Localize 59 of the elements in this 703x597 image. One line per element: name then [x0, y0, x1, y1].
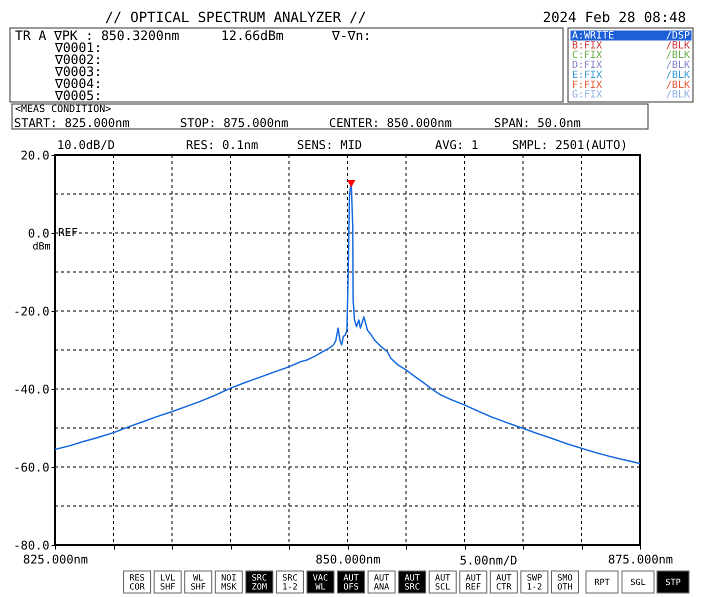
text: RPT [594, 578, 610, 588]
text: AUT ANA [374, 574, 390, 592]
text: RES: 0.1nm [186, 138, 258, 152]
text: SRC ZOM [252, 574, 268, 592]
text: ∇-∇n: [331, 29, 372, 44]
text: <MEAS CONDITION> [15, 104, 112, 115]
text: SPAN: 50.0nm [494, 116, 581, 130]
text: /BLK [666, 50, 690, 62]
y-tick-label: -40.0 [13, 382, 50, 396]
annotation: REF [58, 226, 78, 239]
x-axis-title: 5.00nm/D [460, 554, 518, 568]
text: AVG: 1 [435, 138, 478, 152]
text: /BLK [666, 80, 690, 91]
text: /BLK [666, 70, 690, 81]
text: G:FIX [572, 90, 602, 101]
text: START: 825.000nm [14, 116, 130, 130]
text: AUT CTR [496, 574, 512, 592]
text: /BLK [666, 60, 690, 72]
text: A:WRITE [572, 30, 614, 42]
text: 2024 Feb 28 08:48 [542, 10, 686, 26]
x-tick-label: 850.000nm [315, 552, 381, 566]
chart-title: // OPTICAL SPECTRUM ANALYZER // [105, 10, 366, 26]
text: /BLK [666, 90, 690, 101]
x-tick-label: 825.000nm [22, 552, 88, 566]
text: SENS: MID [297, 138, 362, 152]
x-tick-label: 875.000nm [608, 552, 674, 566]
text: ∇0005: [54, 89, 102, 104]
text: SRC 1-2 [282, 574, 298, 592]
text: B:FIX [572, 40, 602, 52]
y-tick-label: -60.0 [13, 460, 50, 474]
y-tick-label: -20.0 [13, 304, 50, 318]
y-tick-label: -80.0 [13, 538, 50, 552]
text: LVL SHF [160, 574, 176, 592]
y-tick-label: 20.0 [20, 148, 50, 162]
text: 10.0dB/D [57, 138, 115, 152]
text: STOP: 875.000nm [180, 116, 288, 130]
y-tick-label: 0.0 [28, 226, 50, 240]
text: D:FIX [572, 60, 602, 72]
text: F:FIX [572, 80, 602, 91]
text: AUT OFS [343, 574, 359, 592]
text: WL SHF [190, 574, 206, 592]
text: AUT SCL [435, 574, 450, 592]
text: SMO OTH [557, 574, 573, 592]
text: 12.66dBm [221, 29, 284, 44]
y-axis-title: dBm [32, 242, 50, 252]
text: AUT REF [466, 574, 481, 592]
text: VAC WL [312, 574, 328, 592]
text: STP [665, 578, 681, 588]
text: SGL [630, 578, 646, 588]
text: /BLK [666, 40, 690, 52]
text: E:FIX [572, 70, 602, 81]
text: RES COR [129, 574, 146, 592]
text: CENTER: 850.000nm [329, 116, 452, 130]
text: C:FIX [572, 50, 602, 62]
text: SWP 1-2 [526, 574, 542, 592]
text: NOI MSK [221, 574, 238, 592]
text: AUT SRC [404, 574, 420, 592]
text: SMPL: 2501(AUTO) [512, 138, 628, 152]
text: /DSP [666, 30, 690, 42]
